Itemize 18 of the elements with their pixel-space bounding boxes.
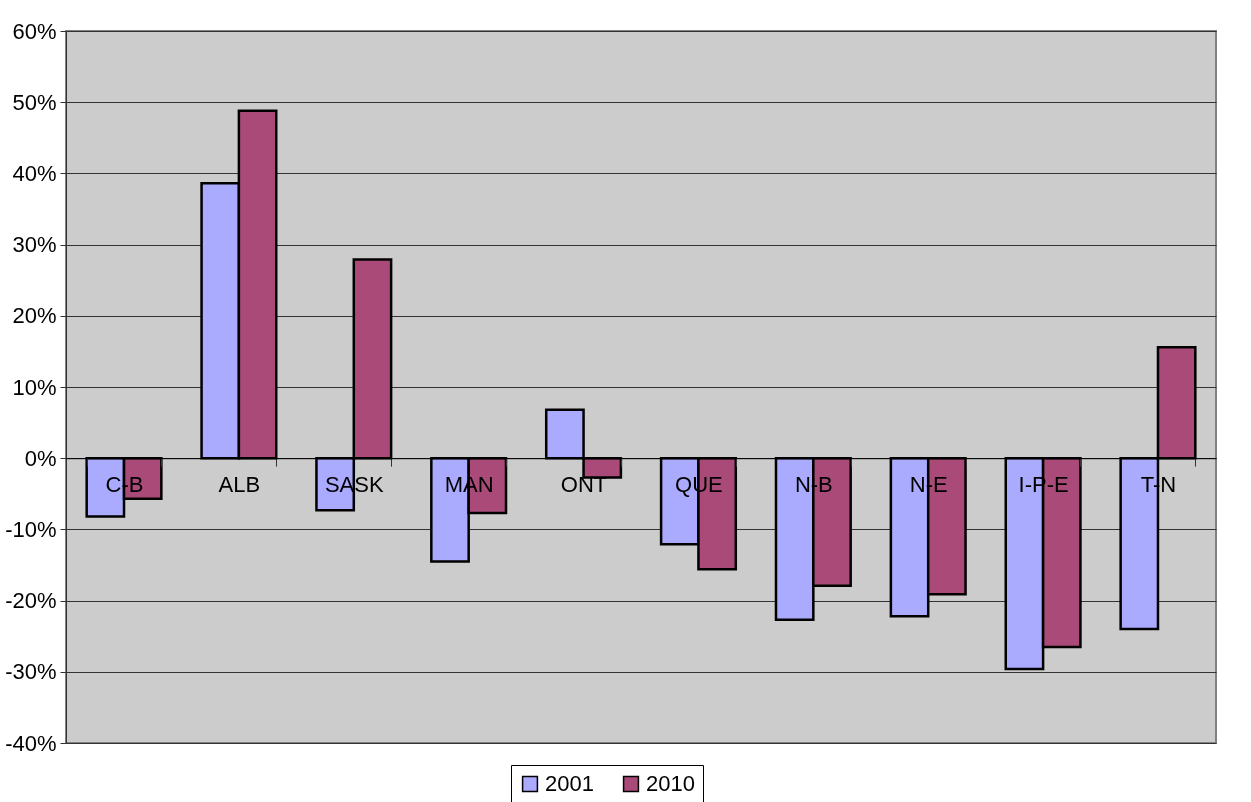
x-tick-label: N-B — [794, 471, 833, 497]
legend-label: 2001 — [545, 771, 594, 796]
legend-label: 2010 — [646, 771, 695, 796]
y-tick-label: 40% — [12, 160, 57, 186]
y-tick-label: 0% — [24, 445, 57, 471]
x-tick-label: ALB — [218, 471, 261, 497]
y-tick-label: -10% — [5, 516, 57, 542]
y-tick-label: 10% — [12, 374, 57, 400]
y-tick-label: 60% — [12, 18, 57, 44]
x-tick-label: N-E — [909, 471, 948, 497]
y-tick-label: 30% — [12, 232, 57, 258]
x-tick-label: QUE — [675, 471, 723, 497]
y-tick-label: 50% — [12, 89, 57, 115]
x-tick-label: MAN — [444, 471, 494, 497]
y-tick-label: -20% — [5, 588, 57, 614]
y-tick-label: 20% — [12, 303, 57, 329]
y-tick-label: -30% — [5, 659, 57, 685]
y-tick-label: -40% — [5, 730, 57, 756]
